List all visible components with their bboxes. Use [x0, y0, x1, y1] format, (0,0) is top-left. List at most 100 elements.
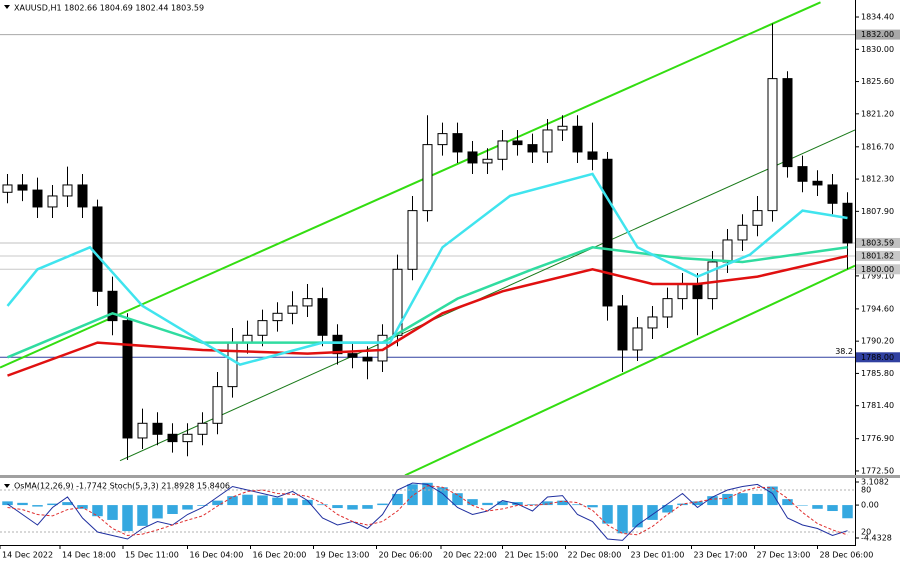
- osma-bar: [467, 499, 478, 506]
- osma-bar: [617, 505, 628, 534]
- candle-body: [257, 320, 268, 336]
- x-tick-label: 22 Dec 08:00: [568, 551, 622, 560]
- candle-body: [227, 342, 238, 388]
- y-tick-label: 1834.40: [861, 13, 894, 22]
- x-tick-label: 27 Dec 13:00: [757, 551, 811, 560]
- candle-body: [767, 78, 778, 212]
- y-tick-label: 1825.60: [861, 77, 894, 86]
- candle-body: [2, 184, 13, 193]
- price-level-label: 1800.00: [861, 265, 894, 274]
- moving-average: [7, 246, 848, 359]
- osma-bar: [257, 495, 268, 506]
- x-tick-label: 28 Dec 06:00: [820, 551, 874, 560]
- candle-body: [662, 298, 673, 318]
- candle-body: [572, 125, 583, 153]
- candle-body: [332, 334, 343, 355]
- osma-bar: [542, 501, 553, 506]
- osma-bar: [302, 499, 313, 506]
- osma-bar: [242, 494, 253, 506]
- osma-bar: [227, 496, 238, 506]
- osma-bar: [122, 505, 133, 532]
- candle-body: [287, 305, 298, 314]
- osma-bar: [557, 500, 568, 506]
- y-tick-label: 1785.80: [861, 369, 894, 378]
- candle-body: [107, 290, 118, 322]
- osma-bar: [752, 493, 763, 506]
- fib-label: 38.2: [835, 347, 853, 356]
- y-tick-label: 1812.30: [861, 175, 894, 184]
- osma-bar: [437, 487, 448, 506]
- y-tick-label: 1772.50: [861, 466, 894, 475]
- y-tick-label: 1781.40: [861, 401, 894, 410]
- x-tick-label: 16 Dec 04:00: [190, 551, 244, 560]
- candle-body: [482, 158, 493, 164]
- candle-body: [272, 312, 283, 322]
- trend-line: [119, 129, 855, 462]
- x-tick-label: 23 Dec 17:00: [694, 551, 748, 560]
- candle-body: [422, 144, 433, 212]
- x-tick-label: 15 Dec 11:00: [125, 551, 179, 560]
- candle-body: [527, 144, 538, 153]
- candle-body: [407, 210, 418, 270]
- osma-bar: [797, 505, 808, 506]
- candle-body: [557, 125, 568, 131]
- x-tick-label: 19 Dec 13:00: [316, 551, 370, 560]
- osma-bar: [137, 505, 148, 526]
- candle-body: [797, 166, 808, 182]
- y-tick-label: 1830.00: [861, 45, 894, 54]
- osma-bar: [602, 505, 613, 524]
- osma-bar: [692, 501, 703, 506]
- y-tick-label: 1790.20: [861, 337, 894, 346]
- osma-bar: [47, 503, 58, 506]
- y-tick-label: 1776.90: [861, 434, 894, 443]
- osma-bar: [647, 505, 658, 520]
- x-tick-label: 20 Dec 06:00: [379, 551, 433, 560]
- moving-average: [7, 254, 848, 377]
- osma-bar: [77, 505, 88, 509]
- osma-bar: [92, 505, 103, 517]
- price-level-tag: [856, 250, 900, 261]
- osma-bar: [407, 484, 418, 506]
- osma-bar: [32, 505, 43, 507]
- osma-bar: [332, 505, 343, 509]
- price-level-label: 1832.00: [861, 30, 894, 39]
- stoch-tick-label: 20: [861, 528, 871, 537]
- main-panel: [0, 1, 855, 475]
- oscillator-panel: [0, 482, 855, 541]
- candle-body: [197, 422, 208, 435]
- candle-body: [827, 184, 838, 204]
- osma-bar: [182, 505, 193, 510]
- y-tick-label: 1799.10: [861, 271, 894, 280]
- candle-body: [182, 433, 193, 443]
- price-level-tag: [856, 264, 900, 275]
- osma-bar: [632, 505, 643, 528]
- panel-divider: [0, 475, 900, 478]
- price-level-label: 1803.59: [861, 238, 894, 247]
- candle-body: [737, 224, 748, 241]
- stoch-line: [7, 482, 848, 541]
- price-level-tag: [856, 29, 900, 40]
- osma-bar: [212, 500, 223, 506]
- osma-bar: [707, 496, 718, 506]
- x-tick-label: 14 Dec 2022: [2, 551, 53, 560]
- candle-body: [62, 184, 73, 197]
- osma-bar: [272, 497, 283, 506]
- osma-bar: [197, 505, 208, 506]
- osma-bar: [572, 504, 583, 506]
- trend-line: [0, 1, 821, 369]
- moving-average: [6, 172, 848, 366]
- osma-bar: [2, 501, 13, 506]
- osma-bar: [842, 505, 853, 519]
- osma-bar: [107, 505, 118, 520]
- candle-body: [707, 261, 718, 300]
- stoch-line: [7, 485, 848, 537]
- osma-bar: [392, 493, 403, 506]
- candle-body: [92, 206, 103, 292]
- candle-body: [167, 433, 178, 443]
- x-tick-label: 14 Dec 18:00: [62, 551, 116, 560]
- osma-bar: [812, 505, 823, 509]
- candle-body: [722, 239, 733, 263]
- candle-body: [647, 316, 658, 329]
- price-level-label: 1788.00: [861, 353, 894, 362]
